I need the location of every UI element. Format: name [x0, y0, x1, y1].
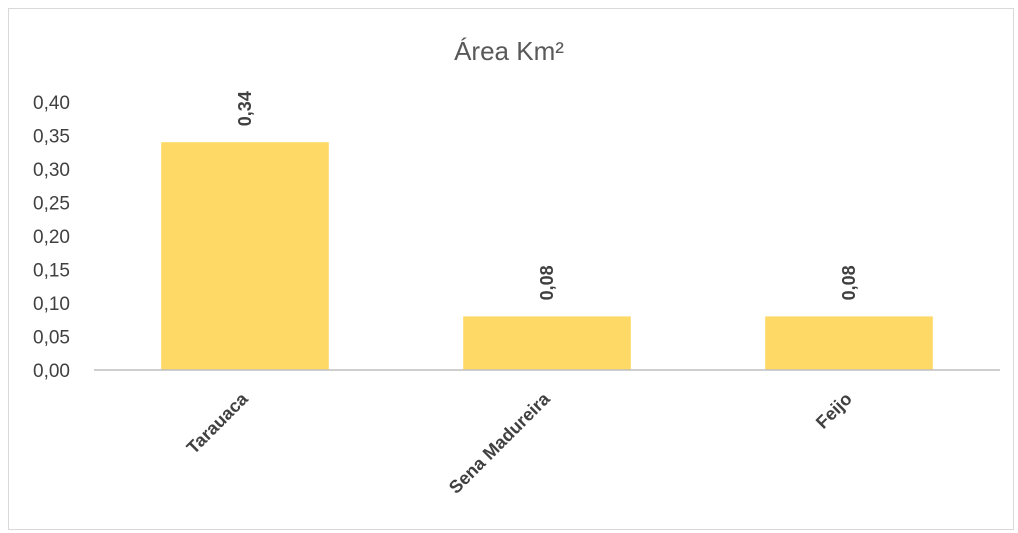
bar — [161, 142, 329, 370]
chart-title: Área Km² — [454, 36, 564, 66]
y-tick-label: 0,20 — [33, 227, 70, 248]
y-tick-label: 0,10 — [33, 294, 70, 315]
bar — [463, 316, 631, 370]
category-label: Tarauaca — [183, 388, 253, 458]
y-tick-label: 0,05 — [33, 328, 70, 349]
bar — [765, 316, 933, 370]
data-label: 0,34 — [235, 91, 255, 126]
bars-group — [161, 142, 933, 370]
category-labels-group: Tarauaca Sena Madureira Feijo — [183, 388, 856, 498]
y-tick-label: 0,35 — [33, 127, 70, 148]
y-tick-label: 0,25 — [33, 194, 70, 215]
data-label: 0,08 — [537, 265, 557, 300]
y-axis-ticks: 0,00 0,05 0,10 0,15 0,20 0,25 0,30 0,35 0,40 — [33, 93, 70, 382]
data-label: 0,08 — [839, 265, 859, 300]
y-tick-label: 0,30 — [33, 160, 70, 181]
data-labels-group: 0,34 0,08 0,08 — [235, 91, 859, 300]
y-tick-label: 0,40 — [33, 93, 70, 114]
y-tick-label: 0,00 — [33, 361, 70, 382]
category-label: Sena Madureira — [445, 388, 555, 498]
category-label: Feijo — [812, 389, 856, 433]
y-tick-label: 0,15 — [33, 261, 70, 282]
